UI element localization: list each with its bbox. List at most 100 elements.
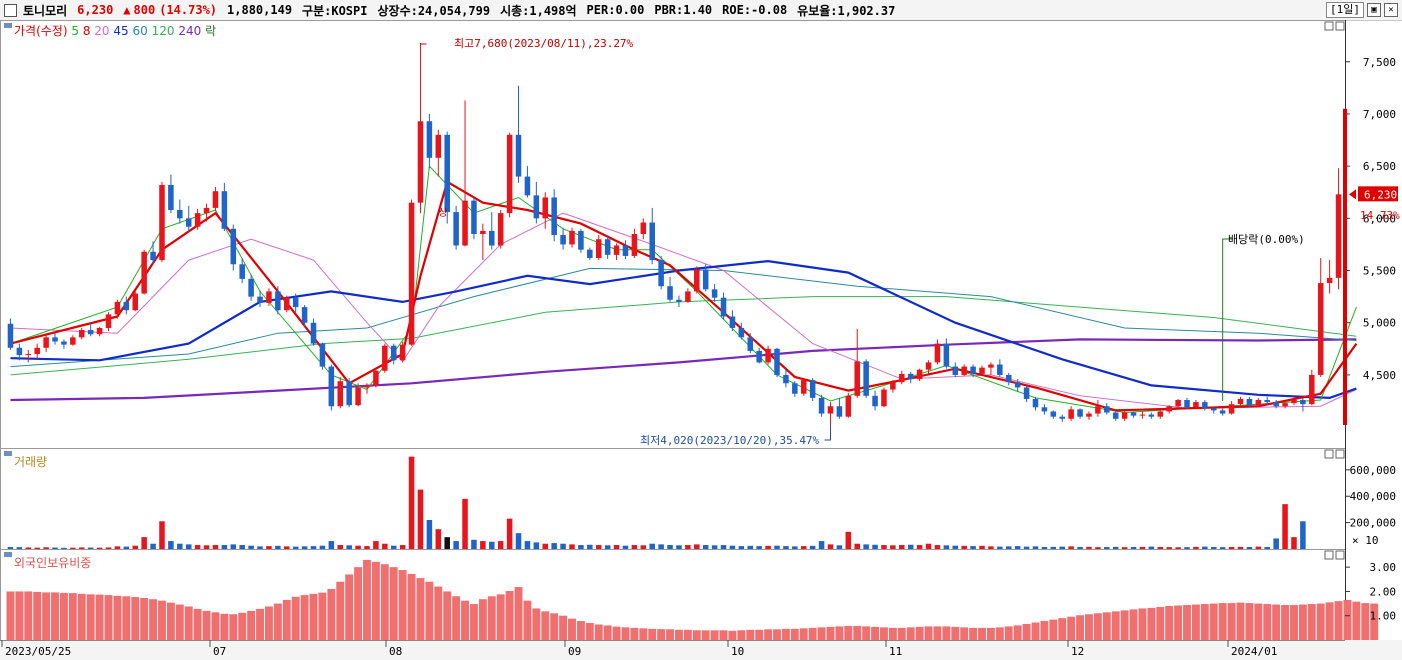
foreign-bar [42, 592, 51, 640]
candle-body [685, 291, 691, 302]
ma8-line [10, 180, 1358, 412]
candle-body [613, 245, 620, 255]
volume-bar [373, 541, 379, 549]
foreign-bar [1361, 603, 1370, 640]
foreign-bar [1236, 602, 1245, 640]
candle-body [471, 200, 477, 234]
low-annotation: 최저4,020(2023/10/20),35.47% [640, 434, 820, 447]
foreign-bar [487, 596, 496, 640]
candle-body [1121, 412, 1128, 419]
candle-body [622, 245, 629, 256]
volume-bar [168, 541, 174, 549]
foreign-bar [897, 627, 906, 640]
foreign-bar [131, 597, 140, 640]
volume-bar [43, 547, 49, 549]
legend-ma20: 20 [94, 24, 110, 38]
candle-body [1041, 407, 1048, 412]
candle-body [426, 121, 433, 158]
foreign-bar [1067, 616, 1076, 640]
candle-body [52, 337, 58, 342]
dividend-pointer [1222, 238, 1233, 402]
volume-bar [1050, 546, 1057, 549]
pane-restore-icon [1324, 21, 1334, 31]
volume-bar [1077, 547, 1083, 549]
volume-bar [417, 489, 424, 549]
foreign-bar [478, 599, 487, 640]
date-tick-label: 09 [568, 645, 581, 658]
foreign-bar [273, 603, 282, 640]
volume-bar [640, 545, 647, 549]
foreign-bar [1352, 601, 1361, 640]
volume-bar [649, 543, 655, 549]
high-pointer [419, 42, 427, 45]
high-annotation: 최고7,680(2023/08/11),23.27% [454, 37, 634, 50]
foreign-bar [1049, 619, 1058, 640]
price-tick-label: 4,500 [1363, 369, 1396, 382]
foreign-bar [621, 627, 630, 640]
candle-body [845, 395, 852, 417]
close-icon[interactable]: ✕ [1384, 3, 1398, 17]
candle-body [1095, 406, 1101, 414]
foreign-bar [844, 625, 853, 640]
foreign-bar [1058, 618, 1067, 640]
foreign-bar [639, 628, 648, 640]
foreign-bar [1227, 603, 1236, 640]
foreign-bar [202, 610, 211, 640]
candle-body [578, 230, 584, 250]
candle-body [1282, 403, 1288, 407]
ma240-line [10, 338, 1357, 402]
foreign-bar [247, 610, 256, 640]
select-checkbox[interactable] [4, 3, 17, 17]
candle-body [881, 389, 887, 407]
candle-body [640, 222, 647, 234]
volume-pane [0, 448, 1346, 550]
candle-body [266, 291, 272, 303]
foreign-bar [229, 614, 238, 640]
foreign-bar [1370, 603, 1379, 640]
foreign-bar [559, 615, 568, 640]
foreign-bar [871, 626, 880, 640]
foreign-bar [443, 591, 452, 640]
date-tick-label: 12 [1071, 645, 1084, 658]
price-tick-label: 7,000 [1363, 108, 1396, 121]
candle-body [1317, 283, 1324, 375]
volume-bar [248, 545, 254, 549]
volume-bar [212, 545, 219, 549]
candle-body [916, 369, 923, 380]
volume-bar [355, 545, 361, 549]
candle-body [676, 299, 682, 302]
foreign-bar [371, 561, 380, 640]
foreign-bar [986, 627, 995, 640]
foreign-bar [701, 630, 710, 640]
retention-ratio: 유보율:1,902.37 [797, 3, 896, 18]
stock-name[interactable]: 토니모리 [23, 3, 68, 18]
volume-bar [52, 547, 58, 549]
volume-bar [845, 531, 852, 549]
foreign-bar [648, 628, 657, 640]
restore-icon[interactable]: ▣ [1367, 3, 1381, 17]
candle-body [497, 213, 504, 246]
foreign-bar [184, 606, 193, 640]
candle-body [70, 337, 76, 345]
volume-bar [854, 543, 860, 549]
date-axis-bg [0, 640, 1402, 660]
volume-bar [783, 546, 789, 549]
volume-bar [694, 544, 700, 549]
candle-body [1059, 416, 1065, 419]
candle-body [435, 134, 442, 158]
candle-body [542, 197, 549, 219]
foreign-bar [1165, 606, 1174, 640]
candle-body [925, 362, 932, 370]
volume-bar [266, 546, 272, 549]
foreign-bar [585, 623, 594, 640]
volume-bar [132, 545, 139, 549]
stock-header-bar: 토니모리 6,230 ▲ 800 (14.73%) 1,880,149 구분:KOS… [0, 0, 1402, 21]
period-selector[interactable]: [1일] [1326, 2, 1364, 18]
candle-body [1157, 411, 1164, 417]
volume-bar [114, 546, 121, 549]
foreign-bar [24, 591, 33, 640]
volume-bar [1193, 546, 1199, 549]
volume-bar [1005, 546, 1012, 549]
date-tick-label: 08 [389, 645, 402, 658]
